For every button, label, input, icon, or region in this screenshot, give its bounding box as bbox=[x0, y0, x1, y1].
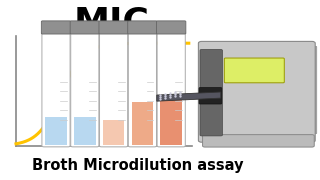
FancyBboxPatch shape bbox=[311, 46, 317, 134]
FancyBboxPatch shape bbox=[128, 31, 156, 147]
FancyBboxPatch shape bbox=[42, 31, 70, 147]
FancyBboxPatch shape bbox=[203, 135, 314, 147]
FancyBboxPatch shape bbox=[41, 21, 71, 34]
Polygon shape bbox=[157, 92, 221, 101]
FancyBboxPatch shape bbox=[199, 88, 222, 104]
FancyBboxPatch shape bbox=[100, 31, 128, 147]
FancyBboxPatch shape bbox=[128, 21, 157, 34]
Text: Broth Microdilution assay: Broth Microdilution assay bbox=[32, 158, 243, 173]
FancyBboxPatch shape bbox=[200, 50, 222, 136]
Bar bbox=[74, 117, 96, 145]
FancyBboxPatch shape bbox=[157, 31, 185, 147]
Bar bbox=[45, 117, 67, 145]
FancyBboxPatch shape bbox=[71, 31, 99, 147]
FancyBboxPatch shape bbox=[156, 21, 186, 34]
FancyBboxPatch shape bbox=[198, 41, 315, 142]
Bar bbox=[132, 102, 153, 145]
FancyBboxPatch shape bbox=[70, 21, 100, 34]
FancyBboxPatch shape bbox=[224, 58, 284, 83]
Bar bbox=[160, 100, 182, 145]
FancyBboxPatch shape bbox=[99, 21, 128, 34]
Text: MIC: MIC bbox=[74, 5, 150, 39]
Bar bbox=[103, 120, 124, 145]
